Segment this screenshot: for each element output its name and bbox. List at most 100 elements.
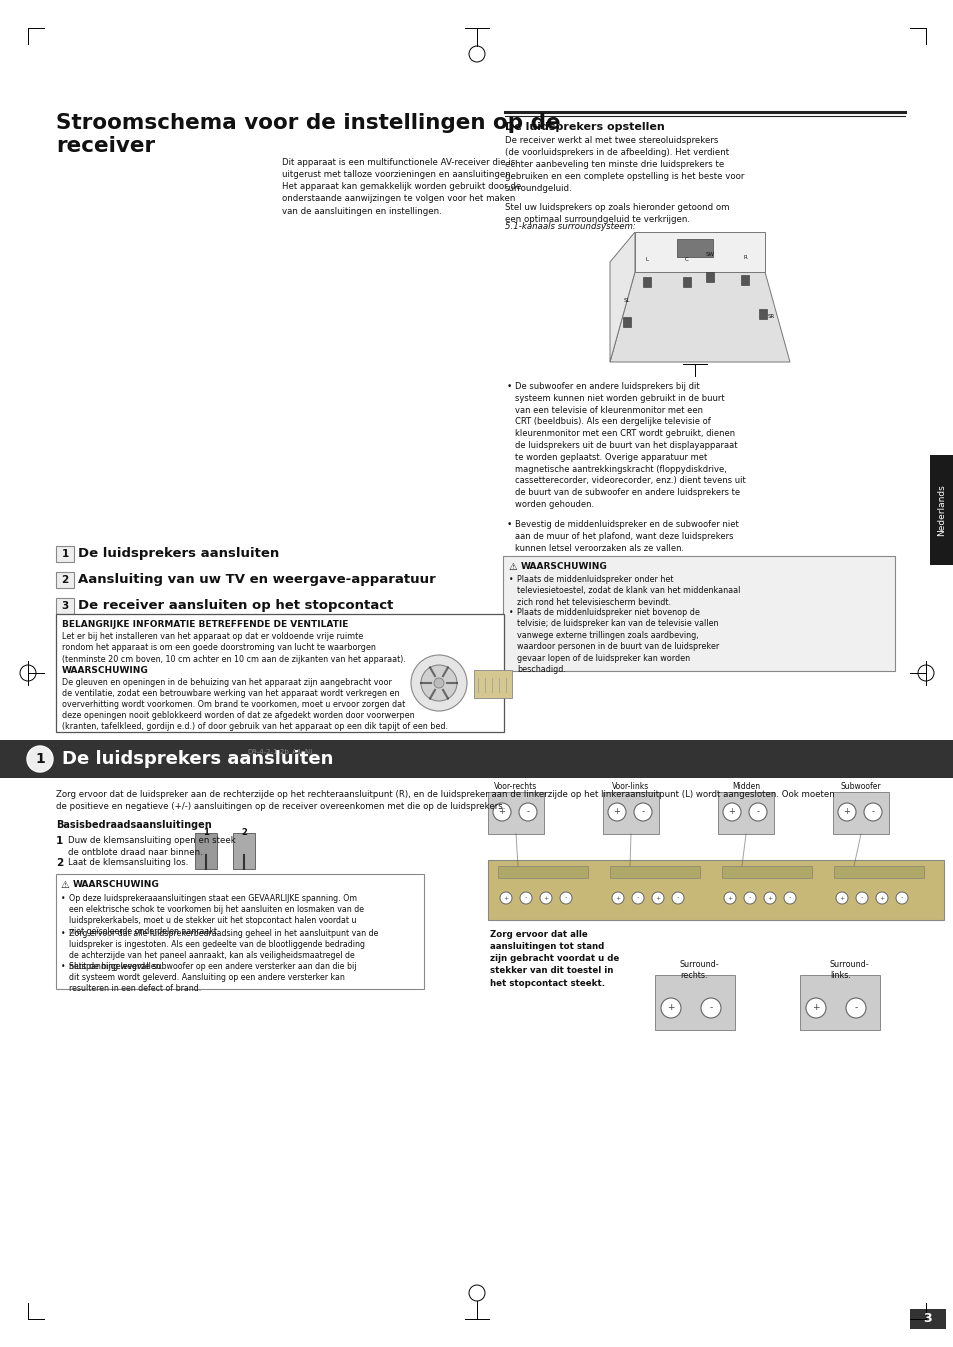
Text: De luidsprekers aansluiten: De luidsprekers aansluiten [62,750,333,768]
Text: •: • [509,607,513,617]
Text: De receiver aansluiten op het stopcontact: De receiver aansluiten op het stopcontac… [78,599,393,613]
Circle shape [411,655,467,711]
Text: +: + [726,896,732,901]
Text: -: - [860,896,862,901]
Text: Nederlands: Nederlands [937,484,945,536]
Circle shape [493,803,511,822]
Circle shape [748,803,766,822]
Text: -: - [854,1004,857,1013]
Text: Voor-links: Voor-links [612,783,649,791]
Text: D9-4-2-1-2b_A1_NI: D9-4-2-1-2b_A1_NI [247,748,313,754]
Text: -: - [524,896,527,901]
Circle shape [723,892,735,904]
Circle shape [634,803,651,822]
Text: +: + [613,807,619,816]
Circle shape [845,998,865,1018]
Bar [718,792,773,834]
Bar [642,277,650,287]
Circle shape [607,803,625,822]
Text: R: R [742,255,746,260]
Text: C: C [684,257,688,263]
Text: +: + [811,1004,819,1013]
Polygon shape [609,232,635,362]
Text: Plaats de middenluidspreker niet bovenop de
telvisie; de luidspreker kan van de : Plaats de middenluidspreker niet bovenop… [517,607,719,675]
Circle shape [805,998,825,1018]
Bar [609,866,700,878]
Text: De luidsprekers opstellen: De luidsprekers opstellen [504,123,664,132]
Text: Duw de klemsansluiting open en steek
de ontblote draad naar binnen.: Duw de klemsansluiting open en steek de … [68,836,235,857]
Bar [56,598,74,614]
Text: +: + [666,1004,674,1013]
Bar [655,975,734,1030]
Bar [0,740,953,779]
Text: Plaats de middenluidspreker onder het
televiesietoestel, zodat de klank van het : Plaats de middenluidspreker onder het te… [517,575,740,607]
Text: +: + [879,896,883,901]
Bar [497,866,587,878]
Text: •: • [61,929,66,938]
Polygon shape [609,272,789,362]
Text: 3: 3 [923,1312,931,1325]
Text: 2: 2 [241,828,247,836]
Text: Surround-
rechts.: Surround- rechts. [679,960,719,981]
Text: Aansluiting van uw TV en weergave-apparatuur: Aansluiting van uw TV en weergave-appara… [78,574,436,586]
Circle shape [743,892,755,904]
Bar [194,832,216,869]
Text: SL: SL [623,298,630,303]
Circle shape [837,803,855,822]
Bar [705,272,713,282]
Text: ⚠: ⚠ [61,880,70,890]
Text: WAARSCHUWING: WAARSCHUWING [73,880,159,889]
Circle shape [434,678,443,688]
Text: Op deze luidsprekeraaansluitingen staat een GEVAARLIJKE spanning. Om
een elektri: Op deze luidsprekeraaansluitingen staat … [69,894,364,936]
Text: De receiver werkt al met twee stereoluidsprekers
(de voorluidsprekers in de afbe: De receiver werkt al met twee stereoluid… [504,136,743,193]
Text: •: • [506,520,512,529]
Text: -: - [748,896,750,901]
Text: Stroomschema voor de instellingen op de: Stroomschema voor de instellingen op de [56,113,560,133]
Text: WAARSCHUWING: WAARSCHUWING [520,562,607,571]
Text: Bevestig de middenluidspreker en de subwoofer niet
aan de muur of het plafond, w: Bevestig de middenluidspreker en de subw… [515,520,738,552]
Bar [929,455,953,564]
Text: •: • [509,575,513,585]
Text: +: + [842,807,849,816]
Bar [602,792,659,834]
Circle shape [519,892,532,904]
Bar [56,874,423,989]
Bar [488,859,943,920]
Bar [740,275,748,286]
Bar [488,792,543,834]
Bar [677,238,712,257]
Text: +: + [728,807,735,816]
Text: Subwoofer: Subwoofer [840,783,881,791]
Text: receiver: receiver [56,136,155,156]
Circle shape [783,892,795,904]
Text: +: + [839,896,843,901]
Circle shape [722,803,740,822]
Text: -: - [709,1004,712,1013]
Circle shape [612,892,623,904]
Text: SW: SW [705,252,714,257]
Text: -: - [640,807,644,816]
Bar [759,308,766,319]
Text: -: - [677,896,679,901]
Text: Zorg ervoor dat alle
aansluitingen tot stand
zijn gebracht voordat u de
stekker : Zorg ervoor dat alle aansluitingen tot s… [490,929,618,987]
Text: Stel uw luidsprekers op zoals hieronder getoond om
een optimaal surroundgeluid t: Stel uw luidsprekers op zoals hieronder … [504,203,729,224]
Circle shape [875,892,887,904]
Text: 2: 2 [61,575,69,585]
Bar [474,669,512,698]
Circle shape [895,892,907,904]
Text: 1: 1 [203,828,209,836]
Text: -: - [871,807,874,816]
Text: 1: 1 [56,836,63,846]
Text: •: • [61,894,66,902]
Bar [233,832,254,869]
Circle shape [539,892,552,904]
Text: 3: 3 [61,601,69,612]
Text: -: - [637,896,639,901]
Text: +: + [766,896,772,901]
Text: +: + [615,896,620,901]
Text: L: L [645,257,648,263]
Text: De luidsprekers aansluiten: De luidsprekers aansluiten [78,547,279,560]
Bar [909,1309,945,1329]
Circle shape [559,892,572,904]
Bar [682,277,690,287]
